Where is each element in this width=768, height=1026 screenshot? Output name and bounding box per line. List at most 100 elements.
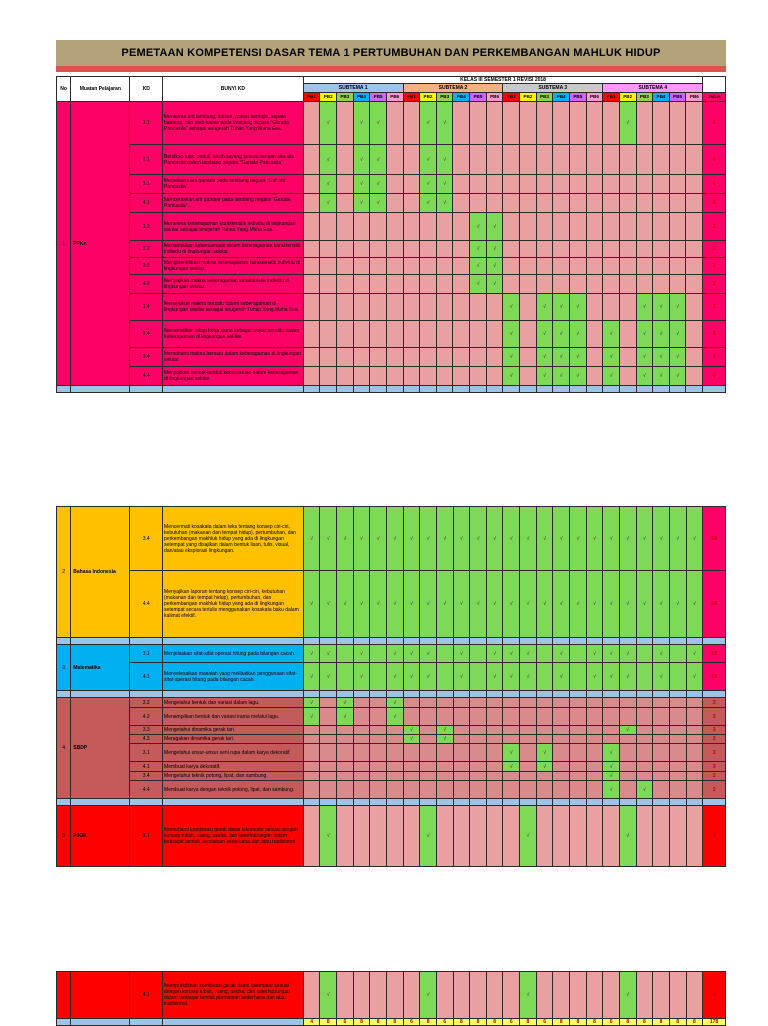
kd-total: 24 — [702, 570, 726, 638]
empty-cell — [668, 971, 687, 1019]
empty-cell — [369, 320, 387, 348]
empty-cell — [419, 725, 437, 735]
empty-cell — [452, 257, 471, 275]
header-subtema-1: SUBTEMA 1 — [302, 83, 404, 93]
check-mark: √ — [302, 697, 321, 708]
empty-cell — [535, 144, 554, 175]
empty-cell — [386, 971, 404, 1019]
kd-total: 3 — [702, 697, 726, 708]
kd-code: 4.4 — [129, 780, 164, 799]
kd-total: 2 — [702, 734, 726, 744]
check-mark: √ — [352, 144, 371, 175]
check-mark: √ — [386, 662, 404, 691]
footer-pb-total: 8 — [635, 1018, 654, 1026]
empty-cell — [469, 697, 487, 708]
separator — [402, 690, 421, 698]
empty-cell — [469, 743, 487, 762]
subject-name: PPKn — [70, 101, 131, 386]
empty-cell — [452, 697, 471, 708]
empty-cell — [469, 320, 487, 348]
empty-cell — [652, 734, 670, 744]
empty-cell — [602, 101, 620, 145]
check-mark: √ — [419, 570, 437, 638]
separator — [668, 798, 687, 806]
kd-total: 2 — [702, 780, 726, 799]
kd-description: Menceritakan arti gambar pada lambang ne… — [162, 193, 304, 213]
footer-pb-total: 8 — [552, 1018, 571, 1026]
check-mark: √ — [635, 320, 654, 348]
footer-blank — [55, 1018, 72, 1026]
empty-cell — [352, 771, 371, 781]
empty-cell — [602, 725, 620, 735]
kd-code: 2.2 — [129, 240, 164, 258]
check-mark: √ — [552, 570, 571, 638]
empty-cell — [435, 644, 454, 663]
empty-cell — [452, 771, 471, 781]
kd-code: 3.1 — [129, 743, 164, 762]
empty-cell — [602, 193, 620, 213]
check-mark: √ — [419, 174, 437, 194]
footer-pb-total: 6 — [435, 1018, 454, 1026]
check-mark: √ — [568, 293, 587, 321]
check-mark: √ — [685, 570, 704, 638]
footer-pb-total: 8 — [386, 1018, 404, 1026]
empty-cell — [618, 743, 637, 762]
empty-cell — [319, 697, 338, 708]
empty-cell — [585, 193, 604, 213]
kd-description: Memahami arti gambar pada lambang negara… — [162, 174, 304, 194]
separator — [162, 385, 304, 393]
separator — [685, 637, 704, 645]
empty-cell — [369, 971, 387, 1019]
kd-code: 2.1 — [129, 144, 164, 175]
empty-cell — [469, 771, 487, 781]
empty-cell — [419, 293, 437, 321]
empty-cell — [502, 212, 521, 241]
separator — [618, 637, 637, 645]
empty-cell — [369, 366, 387, 386]
kd-description: Menjelaskan sifat-sifat operasi hitung p… — [162, 644, 304, 663]
kd-description: Mengetahui dinamika gerak tari. — [162, 725, 304, 735]
empty-cell — [685, 240, 704, 258]
header-pb: PB6 — [585, 92, 604, 102]
footer-pb-total: 8 — [452, 1018, 471, 1026]
empty-cell — [685, 707, 704, 726]
check-mark: √ — [652, 662, 670, 691]
header-subtema-4: SUBTEMA 4 — [602, 83, 704, 93]
check-mark: √ — [502, 506, 521, 571]
check-mark: √ — [402, 662, 421, 691]
empty-cell — [535, 725, 554, 735]
empty-cell — [369, 805, 387, 867]
separator — [402, 385, 421, 393]
separator — [319, 690, 338, 698]
separator — [352, 798, 371, 806]
empty-cell — [668, 644, 687, 663]
empty-cell — [668, 725, 687, 735]
separator — [419, 385, 437, 393]
footer-pb-total: 8 — [569, 1018, 587, 1026]
empty-cell — [652, 725, 670, 735]
empty-cell — [635, 662, 654, 691]
header-pb: PB5 — [568, 92, 587, 102]
empty-cell — [385, 144, 404, 175]
check-mark: √ — [535, 761, 554, 772]
empty-cell — [618, 193, 637, 213]
empty-cell — [485, 761, 504, 772]
empty-cell — [369, 347, 387, 367]
empty-cell — [668, 274, 687, 294]
empty-cell — [369, 725, 387, 735]
empty-cell — [402, 257, 421, 275]
empty-cell — [402, 761, 421, 772]
check-mark: √ — [618, 101, 637, 145]
empty-cell — [519, 743, 537, 762]
separator — [519, 637, 537, 645]
kd-code: 4.4 — [129, 570, 164, 638]
empty-cell — [519, 366, 537, 386]
check-mark: √ — [535, 366, 554, 386]
subject-no: 2 — [55, 506, 72, 638]
kd-code: 4.1 — [129, 193, 164, 213]
empty-cell — [535, 257, 554, 275]
subject-no — [55, 971, 72, 1019]
header-bunyi-kd: BUNYI KD — [162, 76, 304, 102]
kd-total: 5 — [702, 174, 726, 194]
empty-cell — [369, 771, 387, 781]
